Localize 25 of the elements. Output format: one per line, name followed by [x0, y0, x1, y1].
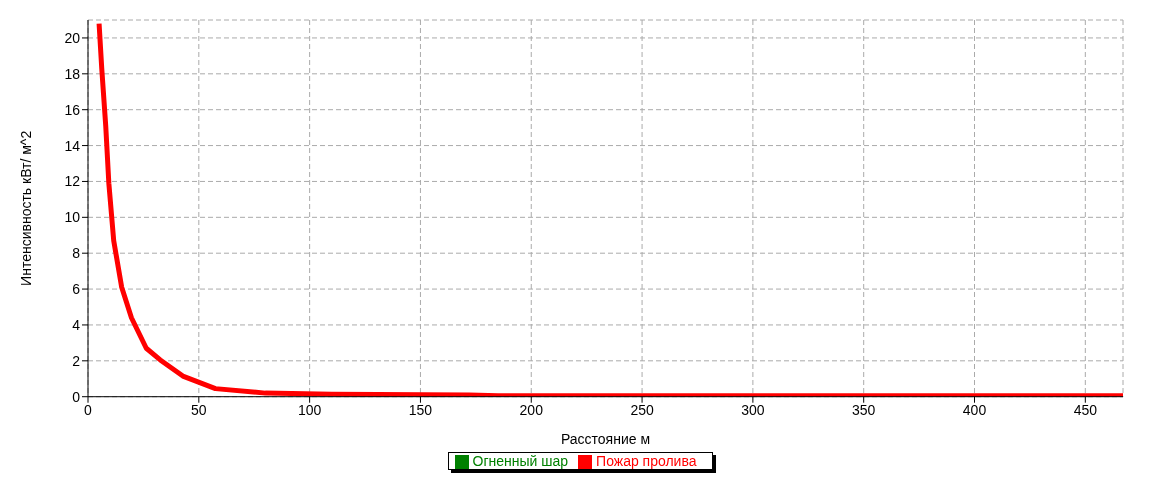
y-tick-label: 12	[64, 173, 81, 190]
x-tick-label: 450	[1073, 401, 1098, 418]
x-tick-label: 300	[741, 401, 765, 418]
y-tick-label: 16	[64, 101, 81, 118]
x-tick-label: 150	[408, 401, 433, 418]
y-axis-title: Интенсивность кВт/ м^2	[17, 130, 34, 286]
legend-label: Пожар пролива	[596, 452, 697, 469]
x-tick-label: 50	[191, 401, 207, 418]
y-tick-label: 10	[64, 209, 81, 226]
y-tick-label: 18	[64, 65, 81, 82]
x-tick-label: 0	[84, 401, 93, 418]
x-axis-title: Расстояние м	[560, 430, 651, 447]
x-tick-label: 350	[852, 401, 876, 418]
y-tick-label: 14	[64, 137, 81, 154]
y-tick-label: 8	[72, 245, 81, 262]
y-tick-label: 4	[72, 316, 81, 333]
x-tick-label: 250	[630, 401, 654, 418]
x-tick-label: 200	[519, 401, 544, 418]
y-tick-label: 0	[72, 388, 81, 405]
y-tick-label: 20	[64, 29, 81, 46]
x-tick-label: 100	[297, 401, 322, 418]
x-tick-label: 400	[962, 401, 987, 418]
y-tick-label: 6	[72, 281, 81, 298]
y-tick-label: 2	[72, 352, 81, 369]
legend-label: Огненный шар	[472, 452, 569, 469]
